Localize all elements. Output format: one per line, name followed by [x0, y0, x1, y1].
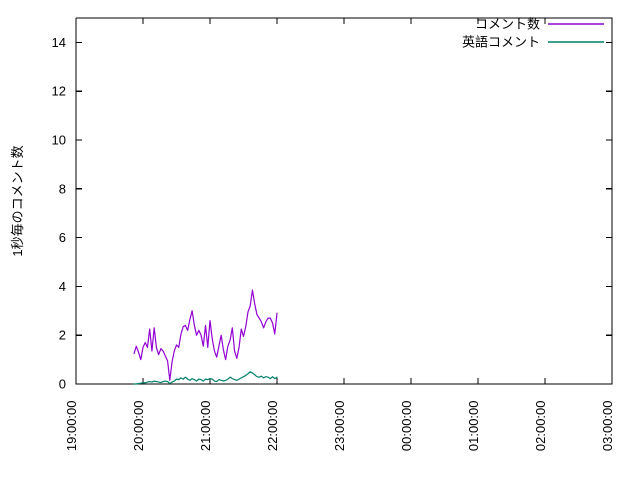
- y-tick-label: 4: [59, 279, 66, 294]
- x-tick-label: 21:00:00: [198, 401, 213, 452]
- x-tick-label: 23:00:00: [332, 401, 347, 452]
- x-tick-label: 01:00:00: [466, 401, 481, 452]
- series-line-english-comment: [133, 371, 278, 385]
- series-line-comment-count: [133, 289, 278, 381]
- y-tick-label: 12: [52, 84, 66, 99]
- plot-frame: [75, 17, 613, 385]
- y-tick-label: 2: [59, 328, 66, 343]
- x-tick-label: 20:00:00: [131, 401, 146, 452]
- y-axis: 0 2 4 6 8 10 12 14: [52, 35, 612, 392]
- x-tick-label: 03:00:00: [600, 401, 615, 452]
- legend-label-comment-count: コメント数: [475, 17, 540, 32]
- y-tick-label: 10: [52, 133, 66, 148]
- y-tick-label: 14: [52, 35, 66, 50]
- x-axis: 19:00:00 20:00:00 21:00:00 22:00:00 23:00:00…: [64, 18, 615, 451]
- x-tick-label: 00:00:00: [399, 401, 414, 452]
- x-tick-label: 19:00:00: [64, 401, 79, 452]
- x-tick-label: 22:00:00: [265, 401, 280, 452]
- y-tick-label: 8: [59, 181, 66, 196]
- x-tick-label: 02:00:00: [533, 401, 548, 452]
- y-tick-label: 6: [59, 230, 66, 245]
- y-axis-label: 1秒毎のコメント数: [10, 145, 25, 256]
- data-series-group: [133, 289, 278, 385]
- plot-border: [75, 17, 613, 385]
- legend-label-english-comment: 英語コメント: [462, 35, 540, 50]
- y-tick-label: 0: [59, 377, 66, 392]
